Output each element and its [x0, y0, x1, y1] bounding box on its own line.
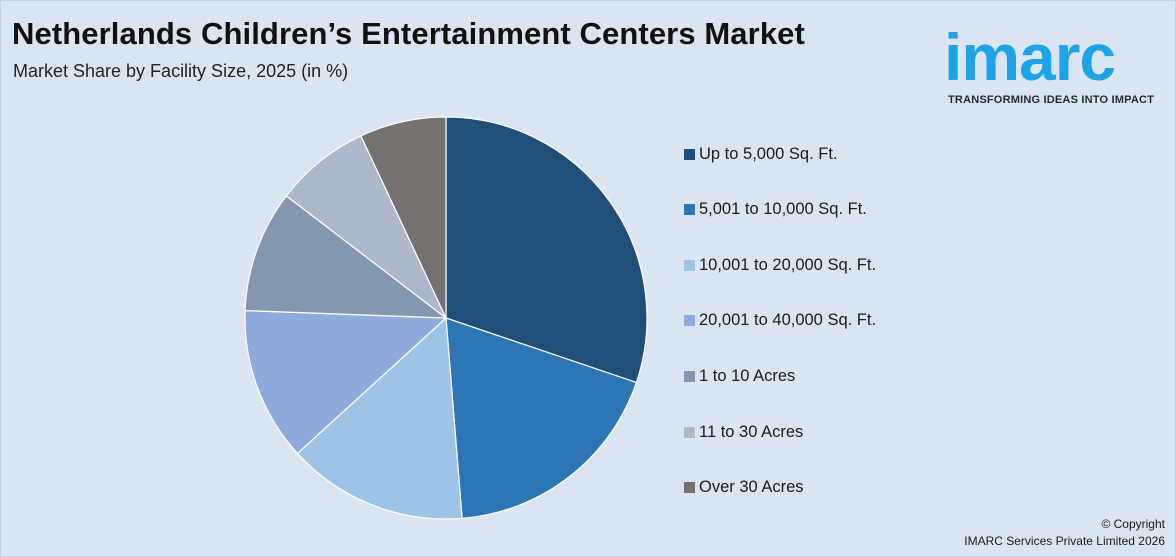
legend-item-5: 1 to 10 Acres	[684, 362, 795, 390]
chart-title: Netherlands Children’s Entertainment Cen…	[12, 16, 805, 51]
legend-item-4: 20,001 to 40,000 Sq. Ft.	[684, 307, 876, 335]
pie-slice-2	[445, 317, 638, 520]
legend-swatch	[684, 259, 695, 271]
legend-label: 11 to 30 Acres	[699, 422, 804, 441]
legend-swatch	[684, 315, 695, 327]
legend-swatch	[684, 370, 695, 382]
pie-chart	[244, 116, 648, 520]
copyright-line-2: IMARC Services Private Limited 2026	[964, 534, 1165, 548]
legend-label: Over 30 Acres	[699, 478, 804, 497]
legend-item-1: Up to 5,000 Sq. Ft.	[684, 140, 838, 168]
pie-slice-5	[244, 195, 448, 319]
legend-swatch	[684, 426, 695, 438]
copyright-line-1: © Copyright	[1101, 517, 1165, 531]
legend-swatch	[684, 148, 695, 160]
imarc-logo: imarc TRANSFORMING IDEAS INTO IMPACT	[944, 12, 1170, 110]
legend-swatch	[684, 482, 695, 494]
legend-label: Up to 5,000 Sq. Ft.	[699, 144, 838, 163]
legend-label: 1 to 10 Acres	[699, 366, 796, 385]
legend-label: 10,001 to 20,000 Sq. Ft.	[699, 255, 877, 274]
pie-slice-7	[360, 116, 447, 319]
legend-item-7: Over 30 Acres	[684, 474, 804, 502]
legend-item-6: 11 to 30 Acres	[684, 418, 803, 446]
legend-swatch	[684, 204, 695, 216]
legend-item-2: 5,001 to 10,000 Sq. Ft.	[684, 196, 867, 224]
copyright-notice: © Copyright IMARC Services Private Limit…	[964, 516, 1165, 550]
logo-tagline: TRANSFORMING IDEAS INTO IMPACT	[948, 94, 1155, 106]
pie-slice-1	[445, 116, 648, 384]
pie-slice-4	[244, 309, 448, 455]
chart-subtitle: Market Share by Facility Size, 2025 (in …	[13, 61, 349, 81]
pie-slice-3	[296, 316, 463, 520]
legend-label: 20,001 to 40,000 Sq. Ft.	[699, 311, 877, 330]
pie-slice-6	[285, 135, 447, 319]
legend-item-3: 10,001 to 20,000 Sq. Ft.	[684, 251, 876, 279]
logo-wordmark: imarc	[944, 20, 1116, 94]
legend-label: 5,001 to 10,000 Sq. Ft.	[699, 200, 867, 219]
